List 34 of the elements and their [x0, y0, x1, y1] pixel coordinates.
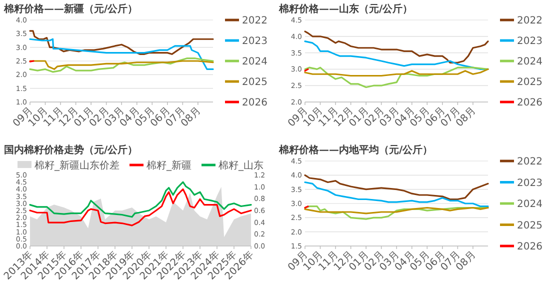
legend-label: 2023 — [517, 36, 542, 47]
legend-label: 2022 — [517, 16, 542, 26]
chart-title: 棉籽价格——内地平均（元/公斤） — [278, 144, 433, 156]
chart-title: 棉籽价格——山东（元/公斤） — [278, 3, 413, 15]
legend-label: 2025 — [517, 77, 542, 88]
legend-label: 2025 — [517, 220, 542, 232]
legend-label: 2022 — [242, 16, 268, 26]
line-series — [29, 60, 214, 70]
legend-label: 2024 — [242, 56, 268, 68]
line-series — [304, 30, 489, 64]
legend-label: 棉籽_新疆山东价差 — [34, 160, 120, 172]
legend-label: 2023 — [517, 178, 542, 189]
line-series — [29, 188, 252, 226]
line-series — [29, 57, 214, 73]
line-series — [29, 30, 214, 55]
legend-label: 2025 — [242, 77, 268, 88]
line-series — [29, 181, 252, 218]
chart-title: 国内棉籽价格走势（元/公斤） — [4, 144, 138, 156]
legend-label: 2026 — [517, 242, 542, 252]
line-series — [304, 174, 489, 200]
line-series — [304, 68, 489, 77]
legend-label: 2022 — [517, 156, 542, 168]
legend-label: 2026 — [517, 98, 542, 108]
legend-label: 2023 — [242, 36, 268, 47]
chart-title: 棉籽价格——新疆（元/公斤） — [3, 3, 138, 15]
legend-label: 棉籽_新疆 — [146, 160, 192, 172]
line-series — [304, 206, 489, 220]
line-series — [304, 66, 489, 88]
line-series — [29, 38, 214, 70]
legend-label: 2024 — [517, 56, 542, 68]
legend-label: 棉籽_山东 — [218, 160, 264, 172]
legend-label: 2026 — [242, 98, 268, 108]
legend-label: 2024 — [517, 199, 542, 210]
line-series — [304, 181, 489, 208]
